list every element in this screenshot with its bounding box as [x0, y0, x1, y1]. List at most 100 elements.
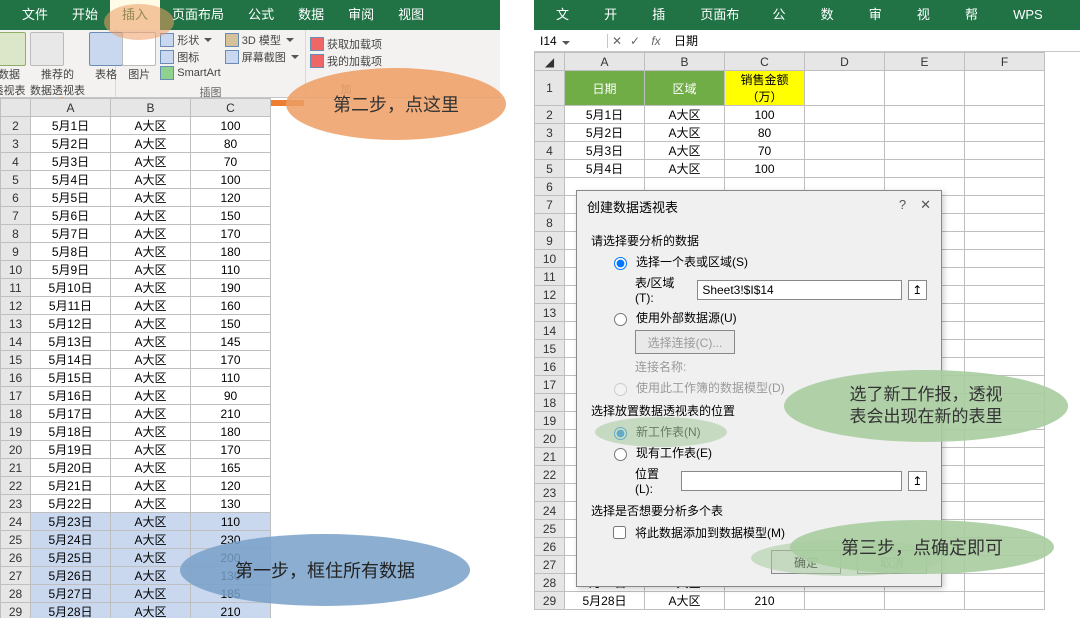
- cell[interactable]: 5月2日: [31, 135, 111, 153]
- row-header[interactable]: 17: [1, 387, 31, 405]
- cell[interactable]: 5月8日: [31, 243, 111, 261]
- cell[interactable]: 5月12日: [31, 315, 111, 333]
- cell[interactable]: 5月17日: [31, 405, 111, 423]
- cell[interactable]: [965, 106, 1045, 124]
- cell[interactable]: [965, 142, 1045, 160]
- cell[interactable]: A大区: [111, 387, 191, 405]
- cell[interactable]: [965, 502, 1045, 520]
- row-header[interactable]: 11: [535, 268, 565, 286]
- cell[interactable]: 5月25日: [31, 549, 111, 567]
- cell[interactable]: 70: [725, 142, 805, 160]
- cell[interactable]: A大区: [111, 117, 191, 135]
- row-header[interactable]: 7: [535, 196, 565, 214]
- tab-开始[interactable]: 开始: [60, 0, 110, 30]
- cell[interactable]: 5月6日: [31, 207, 111, 225]
- cell[interactable]: A大区: [645, 592, 725, 610]
- cell[interactable]: [885, 142, 965, 160]
- cell[interactable]: A大区: [111, 477, 191, 495]
- cell[interactable]: A大区: [111, 297, 191, 315]
- cell[interactable]: [965, 304, 1045, 322]
- cell[interactable]: [965, 178, 1045, 196]
- radio-range[interactable]: [614, 257, 627, 270]
- cell[interactable]: 5月14日: [31, 351, 111, 369]
- cell[interactable]: A大区: [111, 315, 191, 333]
- cell[interactable]: 165: [191, 459, 271, 477]
- cell[interactable]: [965, 592, 1045, 610]
- row-header[interactable]: 10: [1, 261, 31, 279]
- tab-数据[interactable]: 数据: [809, 0, 857, 30]
- row-header[interactable]: 15: [1, 351, 31, 369]
- grid-left[interactable]: ABC 25月1日A大区10035月2日A大区8045月3日A大区7055月4日…: [0, 98, 271, 618]
- cell[interactable]: 5月11日: [31, 297, 111, 315]
- cell[interactable]: 100: [725, 160, 805, 178]
- smartart-button[interactable]: SmartArt: [160, 66, 220, 80]
- my-addins-button[interactable]: 我的加载项: [310, 53, 382, 69]
- cell[interactable]: A大区: [111, 135, 191, 153]
- row-header[interactable]: 24: [1, 513, 31, 531]
- row-header[interactable]: 21: [535, 448, 565, 466]
- cell[interactable]: [805, 106, 885, 124]
- cell[interactable]: 110: [191, 369, 271, 387]
- cell[interactable]: A大区: [111, 279, 191, 297]
- row-header[interactable]: 2: [1, 117, 31, 135]
- row-header[interactable]: 8: [1, 225, 31, 243]
- cell[interactable]: A大区: [111, 261, 191, 279]
- row-header[interactable]: 6: [1, 189, 31, 207]
- cell[interactable]: 210: [725, 592, 805, 610]
- cell[interactable]: 5月18日: [31, 423, 111, 441]
- cell[interactable]: A大区: [111, 243, 191, 261]
- col-header[interactable]: F: [965, 53, 1045, 71]
- cell[interactable]: A大区: [111, 585, 191, 603]
- cell[interactable]: 5月7日: [31, 225, 111, 243]
- cell[interactable]: 180: [191, 423, 271, 441]
- row-header[interactable]: 15: [535, 340, 565, 358]
- cell[interactable]: 110: [191, 513, 271, 531]
- cell[interactable]: 170: [191, 351, 271, 369]
- row-header[interactable]: 18: [535, 394, 565, 412]
- cell[interactable]: [965, 574, 1045, 592]
- row-header[interactable]: 5: [1, 171, 31, 189]
- tab-页面布局[interactable]: 页面布局: [688, 0, 760, 30]
- cell[interactable]: [965, 196, 1045, 214]
- row-header[interactable]: 12: [1, 297, 31, 315]
- pivot-table-icon[interactable]: [0, 32, 26, 66]
- shapes-button[interactable]: 形状: [160, 32, 220, 48]
- cell[interactable]: A大区: [111, 567, 191, 585]
- tab-审阅[interactable]: 审阅: [857, 0, 905, 30]
- radio-external[interactable]: [614, 313, 627, 326]
- fx-icon[interactable]: fx: [644, 34, 668, 48]
- cell[interactable]: 5月10日: [31, 279, 111, 297]
- row-header[interactable]: 9: [535, 232, 565, 250]
- cell[interactable]: A大区: [111, 459, 191, 477]
- cell[interactable]: 130: [191, 495, 271, 513]
- col-header[interactable]: C: [191, 99, 271, 117]
- cell[interactable]: A大区: [111, 351, 191, 369]
- header-cell[interactable]: 区域: [645, 71, 725, 106]
- col-header[interactable]: B: [645, 53, 725, 71]
- cell[interactable]: 5月26日: [31, 567, 111, 585]
- row-header[interactable]: 20: [1, 441, 31, 459]
- row-header[interactable]: 13: [535, 304, 565, 322]
- cell[interactable]: 210: [191, 603, 271, 619]
- cell[interactable]: 180: [191, 243, 271, 261]
- row-header[interactable]: 24: [535, 502, 565, 520]
- cell[interactable]: 5月13日: [31, 333, 111, 351]
- radio-newsheet[interactable]: [614, 427, 627, 440]
- tab-审阅[interactable]: 审阅: [336, 0, 386, 30]
- col-header[interactable]: C: [725, 53, 805, 71]
- cell[interactable]: 70: [191, 153, 271, 171]
- recommended-pivot-icon[interactable]: [30, 32, 64, 66]
- range-picker-icon[interactable]: ↥: [908, 280, 927, 300]
- cell[interactable]: 5月15日: [31, 369, 111, 387]
- row-header[interactable]: 11: [1, 279, 31, 297]
- cell[interactable]: 100: [725, 106, 805, 124]
- row-header[interactable]: 10: [535, 250, 565, 268]
- cell[interactable]: A大区: [111, 441, 191, 459]
- row-header[interactable]: 16: [535, 358, 565, 376]
- cell[interactable]: [965, 232, 1045, 250]
- tab-数据[interactable]: 数据: [286, 0, 336, 30]
- cell[interactable]: 5月24日: [31, 531, 111, 549]
- row-header[interactable]: 23: [1, 495, 31, 513]
- row-header[interactable]: 27: [1, 567, 31, 585]
- cell[interactable]: [965, 71, 1045, 106]
